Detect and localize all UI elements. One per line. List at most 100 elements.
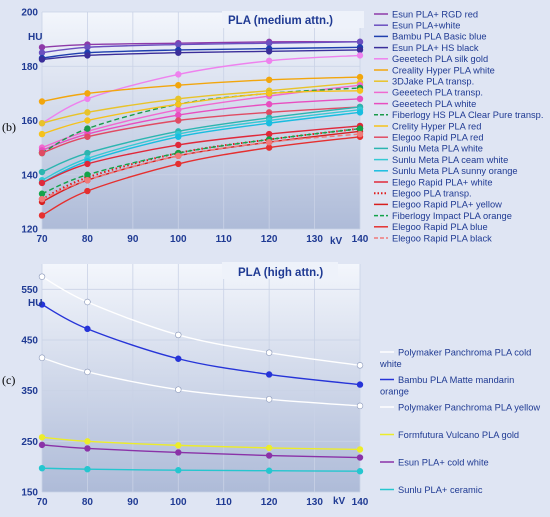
data-point	[84, 438, 91, 445]
data-point	[356, 362, 364, 369]
x-tick-label: 120	[261, 234, 278, 245]
panel-c-plot-area	[42, 264, 360, 492]
legend-item: 3DJake PLA transp.	[374, 77, 474, 87]
legend-label: Esun PLA+ RGD red	[392, 9, 478, 19]
data-point	[265, 109, 273, 116]
legend-item: Geeetech PLA white	[374, 99, 476, 109]
series-20	[38, 130, 364, 203]
data-point	[84, 117, 91, 124]
legend-item: Fiberlogy Impact PLA orange	[374, 211, 512, 221]
y-tick-label: 160	[21, 116, 38, 127]
y-tick-label: 200	[21, 8, 38, 19]
legend-item: Geeetech PLA transp.	[374, 88, 483, 98]
data-point	[265, 39, 273, 47]
legend-item: Bambu PLA Basic blue	[374, 32, 487, 42]
data-point	[38, 49, 46, 56]
panel-b-xticks: 70 80 90 100 110 120 130 140	[36, 234, 368, 245]
y-tick-label: 180	[21, 62, 38, 73]
data-point	[265, 48, 273, 55]
data-point	[38, 441, 46, 449]
legend-item: Esun PLA+white	[374, 21, 460, 31]
x-tick-label: 140	[352, 497, 369, 508]
data-point	[265, 444, 273, 452]
x-tick-label: 90	[127, 234, 139, 245]
data-point	[84, 298, 91, 306]
data-point	[356, 38, 364, 46]
legend-item: Sunlu Meta PLA white	[374, 144, 483, 154]
data-point	[38, 434, 46, 441]
series-3	[38, 46, 364, 63]
legend-item: Geeetech PLA silk gold	[374, 54, 488, 64]
data-point	[38, 44, 46, 51]
data-point	[38, 301, 46, 308]
legend-label: Formfutura Vulcano PLA gold	[398, 430, 519, 440]
series-3	[38, 434, 364, 453]
data-point	[175, 355, 182, 362]
panel-c-y-axis-label: HU	[28, 298, 42, 309]
legend-label: Creality Hyper PLA white	[392, 65, 495, 75]
panel-c-series	[38, 273, 364, 475]
legend-label: Geeetech PLA transp.	[392, 88, 483, 98]
legend-item: Polymaker Panchroma PLA cold white	[379, 347, 531, 369]
legend-item: Creality Hyper PLA white	[374, 65, 495, 75]
legend-label: Sunlu PLA+ ceramic	[398, 485, 483, 495]
data-point	[38, 464, 46, 472]
legend-item: Fiberlogy HS PLA Clear Pure transp.	[374, 110, 543, 120]
data-point	[265, 144, 273, 151]
data-point	[175, 160, 182, 168]
data-point	[265, 101, 273, 108]
data-point	[175, 467, 182, 474]
data-point	[265, 130, 273, 138]
legend-item: Esun PLA+ HS black	[374, 43, 479, 53]
data-point	[38, 179, 46, 187]
panel-c-label: (c)	[2, 373, 15, 387]
data-point	[84, 44, 91, 51]
data-point	[84, 325, 91, 333]
data-point	[84, 95, 91, 103]
data-point	[175, 386, 182, 393]
y-tick-label: 350	[21, 386, 38, 397]
data-point	[356, 454, 364, 461]
data-point	[175, 106, 182, 113]
panel-c-yticks: 150 250 350 450 550	[21, 285, 38, 499]
y-tick-label: 140	[21, 170, 38, 181]
data-point	[84, 52, 91, 59]
x-tick-label: 130	[306, 497, 323, 508]
legend-item: Sunlu PLA+ ceramic	[380, 485, 483, 495]
data-point	[265, 371, 273, 378]
data-point	[356, 109, 364, 116]
panel-c: (c) 150 250 350 450 550 70 80 90 100 110 120 130 14…	[0, 258, 550, 517]
x-tick-label: 110	[216, 234, 233, 245]
panel-c-legend: Polymaker Panchroma PLA cold white Bambu P…	[379, 347, 540, 495]
legend-label: Geeetech PLA white	[392, 99, 476, 109]
legend-label: Elegoo Rapid PLA black	[392, 233, 492, 243]
data-point	[84, 176, 91, 184]
data-point	[84, 368, 91, 376]
data-point	[356, 87, 364, 94]
data-point	[84, 149, 91, 157]
legend-label: Esun PLA+ HS black	[392, 43, 479, 53]
data-point	[38, 56, 46, 63]
data-point	[38, 195, 46, 203]
data-point	[175, 95, 182, 103]
legend-item: Sunlu Meta PLA ceam white	[374, 155, 508, 165]
series-19	[38, 133, 364, 219]
data-point	[175, 71, 182, 78]
data-point	[265, 120, 273, 127]
panel-b-x-axis-label: kV	[330, 236, 343, 247]
data-point	[175, 331, 182, 339]
panel-b-series	[38, 38, 364, 219]
panel-b-label: (b)	[2, 120, 16, 134]
legend-item: Bambu PLA Matte mandarin orange	[380, 375, 514, 396]
data-point	[84, 160, 91, 168]
y-tick-label: 450	[21, 336, 38, 347]
data-point	[265, 139, 273, 146]
x-tick-label: 90	[127, 497, 139, 508]
legend-label: Elegoo Rapid PLA blue	[392, 222, 488, 232]
x-tick-label: 100	[170, 234, 187, 245]
series-1	[38, 301, 364, 388]
x-tick-label: 80	[82, 234, 94, 245]
data-point	[38, 130, 46, 138]
